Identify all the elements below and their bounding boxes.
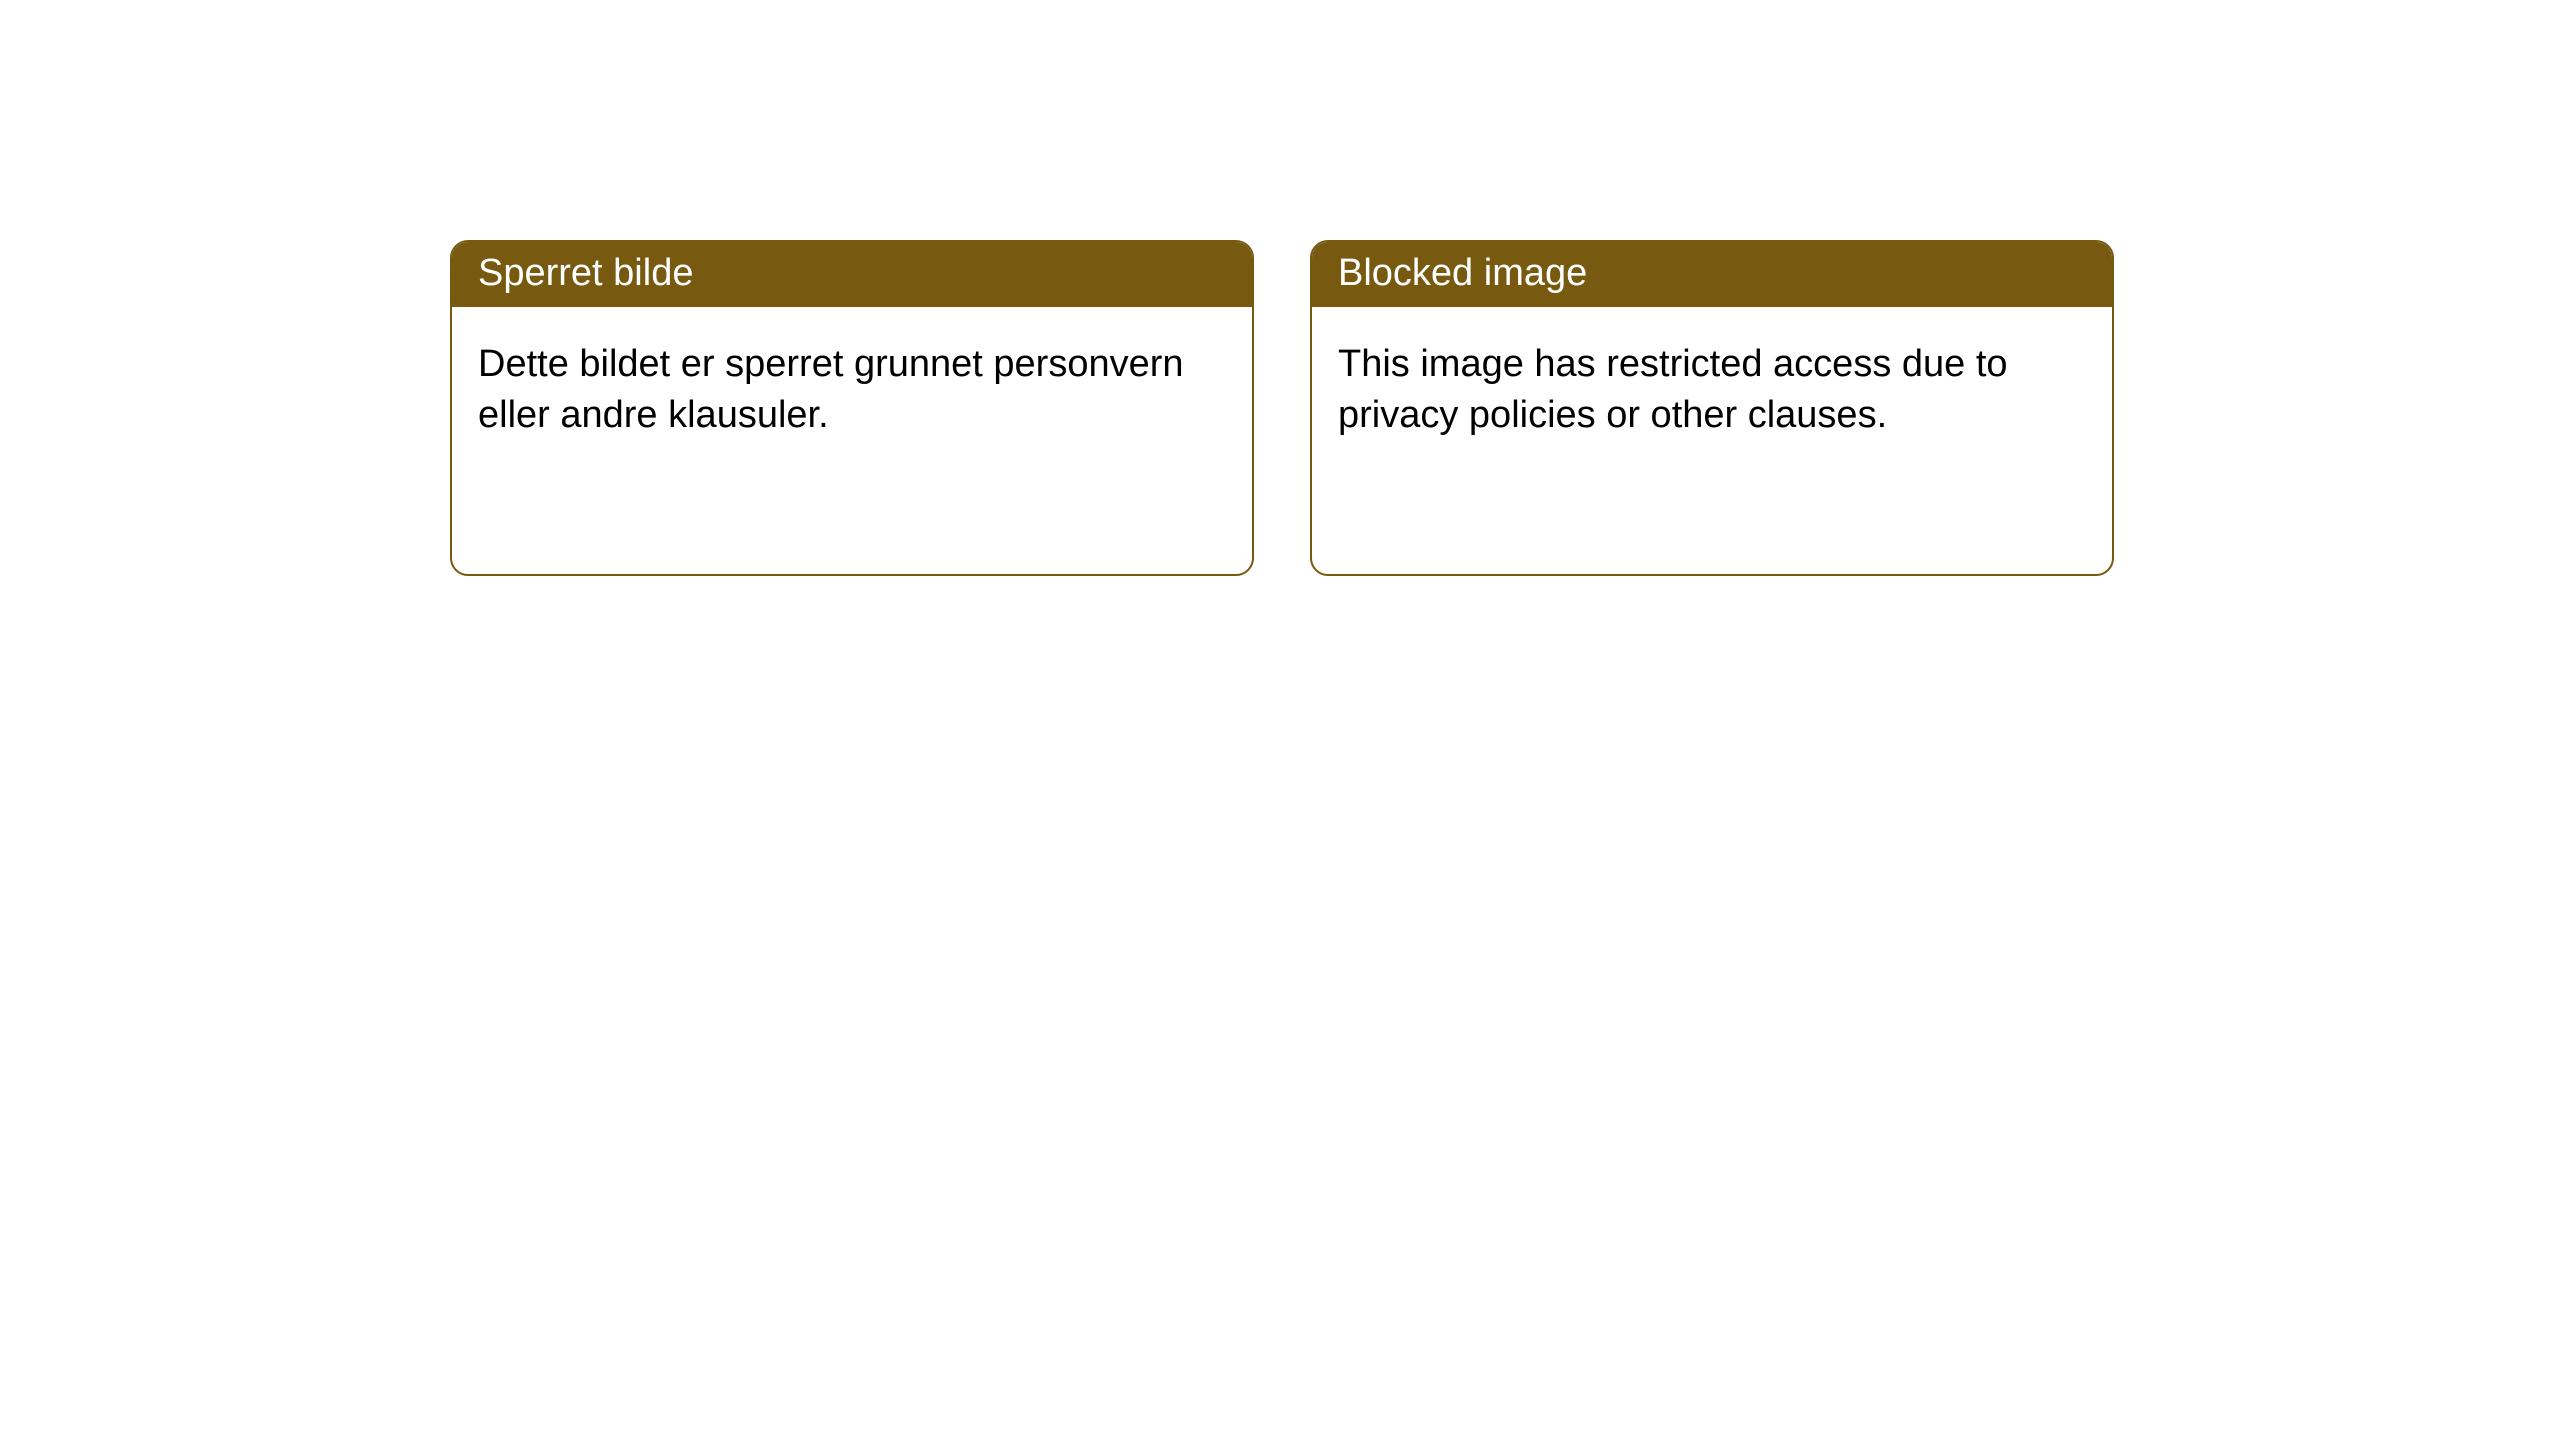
card-title: Blocked image (1338, 252, 1587, 294)
card-message: This image has restricted access due to … (1338, 343, 2008, 436)
card-body: Dette bildet er sperret grunnet personve… (452, 307, 1252, 474)
card-title: Sperret bilde (478, 252, 693, 294)
card-header: Blocked image (1312, 242, 2112, 307)
card-header: Sperret bilde (452, 242, 1252, 307)
notice-container: Sperret bilde Dette bildet er sperret gr… (450, 240, 2114, 576)
blocked-image-card-en: Blocked image This image has restricted … (1310, 240, 2114, 576)
card-body: This image has restricted access due to … (1312, 307, 2112, 474)
blocked-image-card-no: Sperret bilde Dette bildet er sperret gr… (450, 240, 1254, 576)
card-message: Dette bildet er sperret grunnet personve… (478, 343, 1184, 436)
